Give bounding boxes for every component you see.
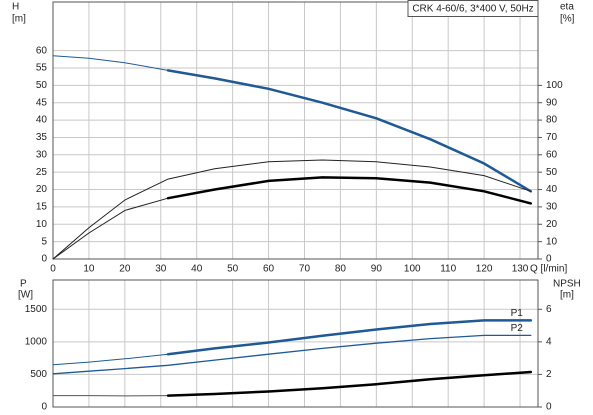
curve xyxy=(166,370,533,397)
y2-tick-label: 6 xyxy=(546,304,552,315)
x-tick-label: 100 xyxy=(404,264,421,275)
x-tick-label: 80 xyxy=(335,264,347,275)
y-tick-label: 55 xyxy=(36,63,48,74)
x-tick-label: 20 xyxy=(119,264,131,275)
x-tick-label: 40 xyxy=(191,264,203,275)
curve xyxy=(52,353,169,366)
y2-tick-label: 70 xyxy=(546,132,558,143)
y2-axis-label: eta xyxy=(560,2,574,13)
title-box xyxy=(407,0,539,17)
y2-tick-label: 20 xyxy=(546,219,558,230)
y2-tick-label: 40 xyxy=(546,184,558,195)
y2-tick-label: 60 xyxy=(546,149,558,160)
y-tick-label: 500 xyxy=(30,369,47,380)
y2-tick-label: 10 xyxy=(546,236,558,247)
y-tick-label: 1000 xyxy=(25,337,48,348)
y-tick-label: 10 xyxy=(36,219,48,230)
y-tick-label: 1500 xyxy=(25,304,48,315)
y2-tick-label: 50 xyxy=(546,167,558,178)
curve xyxy=(166,69,533,193)
y2-tick-label: 90 xyxy=(546,97,558,108)
y2-tick-label: 80 xyxy=(546,115,558,126)
y-tick-label: 45 xyxy=(36,97,48,108)
x-tick-label: 0 xyxy=(50,264,56,275)
y-tick-label: 0 xyxy=(41,254,47,265)
x-tick-label: 10 xyxy=(83,264,95,275)
y-tick-label: 15 xyxy=(36,202,48,213)
y2-tick-label: 30 xyxy=(546,202,558,213)
x-tick-label: 90 xyxy=(371,264,383,275)
x-tick-label: 130 xyxy=(512,264,529,275)
curve xyxy=(52,55,169,71)
y2-tick-label: 4 xyxy=(546,337,552,348)
curve xyxy=(166,176,533,205)
y-tick-label: 25 xyxy=(36,167,48,178)
x-axis-label: Q [l/min] xyxy=(530,264,567,275)
x-tick-label: 30 xyxy=(155,264,167,275)
x-tick-label: 70 xyxy=(299,264,311,275)
y-tick-label: 30 xyxy=(36,149,48,160)
y-axis-unit: [m] xyxy=(12,14,26,25)
x-tick-label: 50 xyxy=(227,264,239,275)
y-axis-label: H xyxy=(12,2,19,13)
y2-axis-unit: [m] xyxy=(560,290,574,301)
plot-frame xyxy=(52,1,539,260)
y-tick-label: 0 xyxy=(41,402,47,413)
y2-tick-label: 2 xyxy=(546,369,552,380)
y2-axis-unit: [%] xyxy=(560,14,575,25)
x-tick-label: 120 xyxy=(476,264,493,275)
y2-tick-label: 100 xyxy=(546,80,563,91)
x-tick-label: 110 xyxy=(440,264,456,275)
y2-tick-label: 0 xyxy=(546,402,552,413)
y-tick-label: 60 xyxy=(36,45,48,56)
y-axis-unit: [W] xyxy=(18,290,33,301)
y2-axis-label: NPSH xyxy=(553,279,581,290)
curve xyxy=(52,334,532,375)
y-tick-label: 5 xyxy=(41,236,47,247)
chart-title: CRK 4-60/6, 3*400 V, 50Hz xyxy=(412,4,533,15)
curve xyxy=(52,197,169,260)
y-tick-label: 35 xyxy=(36,132,48,143)
y-axis-label: P xyxy=(20,279,27,290)
curve xyxy=(166,319,533,356)
series-label: P2 xyxy=(511,323,524,334)
series-label: P1 xyxy=(511,308,524,319)
curve xyxy=(52,159,532,260)
y2-tick-label: 0 xyxy=(546,254,552,265)
y-tick-label: 50 xyxy=(36,80,48,91)
plot-frame xyxy=(52,279,539,408)
y-tick-label: 20 xyxy=(36,184,48,195)
y-tick-label: 40 xyxy=(36,115,48,126)
x-tick-label: 60 xyxy=(263,264,275,275)
